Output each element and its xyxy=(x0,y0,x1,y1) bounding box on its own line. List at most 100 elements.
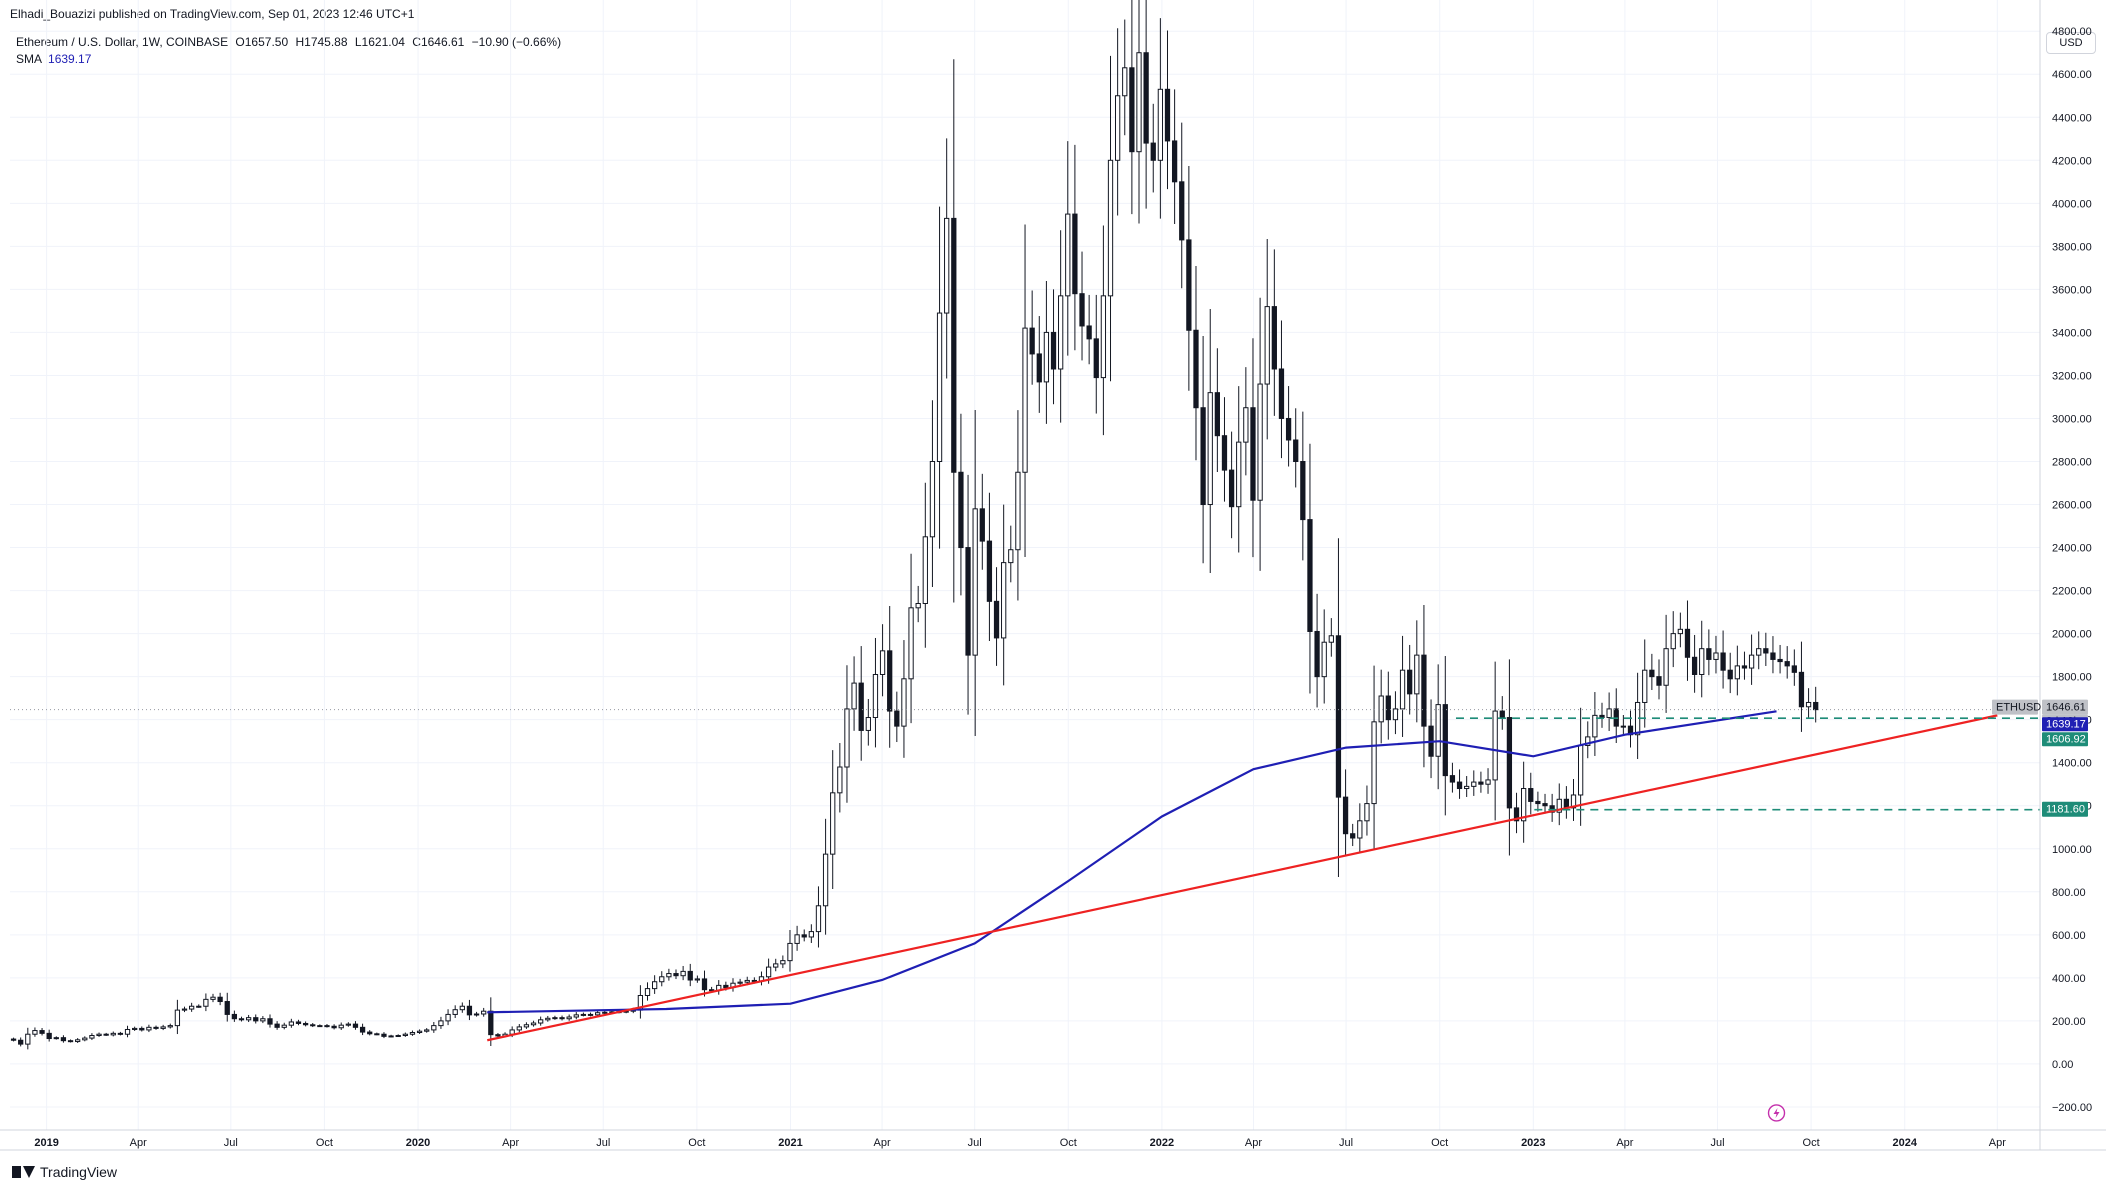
candle-body xyxy=(1186,239,1192,331)
candle-body xyxy=(751,979,757,982)
y-tick-label: 4400.00 xyxy=(2052,112,2092,124)
candle-body xyxy=(737,981,743,984)
candle-body xyxy=(217,996,223,1003)
symbol-description[interactable]: Ethereum / U.S. Dollar, 1W, COINBASE xyxy=(16,35,229,49)
candle-body xyxy=(167,1025,173,1028)
candle-body xyxy=(1691,656,1698,675)
candle-body xyxy=(1399,669,1406,710)
candle-body xyxy=(288,1021,294,1026)
candle-body xyxy=(374,1033,380,1036)
brand-label: TradingView xyxy=(40,1164,118,1180)
currency-button[interactable]: USD xyxy=(2046,32,2096,54)
candle-body xyxy=(587,1013,594,1016)
candle-body xyxy=(1620,725,1627,728)
candle-body xyxy=(1414,654,1420,695)
candle-body xyxy=(815,905,822,933)
sma-tag-bg xyxy=(2042,717,2088,732)
candle-body xyxy=(75,1039,81,1043)
candle-body xyxy=(224,1001,230,1015)
candle-body xyxy=(1136,52,1142,153)
candle-body xyxy=(1228,469,1235,508)
candle-body xyxy=(352,1023,359,1028)
candle-body xyxy=(1022,327,1028,473)
x-tick-label: Apr xyxy=(874,1137,891,1149)
candle-body xyxy=(1442,704,1448,777)
candle-body xyxy=(951,217,957,473)
candle-body xyxy=(1293,439,1299,463)
candle-body xyxy=(1008,549,1014,564)
x-tick-label: Apr xyxy=(1989,1137,2006,1149)
candle-body xyxy=(908,607,914,680)
candle-body xyxy=(18,1039,24,1045)
candle-body xyxy=(1421,654,1427,727)
candle-body xyxy=(1271,306,1277,370)
candle-body xyxy=(694,978,701,981)
candle-body xyxy=(260,1018,266,1022)
ethusd-symbol-tag-bg xyxy=(1992,699,2038,715)
candle-body xyxy=(32,1030,38,1035)
candle-body xyxy=(1521,788,1527,822)
candle-body xyxy=(67,1040,74,1043)
x-tick-label: 2024 xyxy=(1892,1137,1917,1149)
candle-body xyxy=(936,312,943,463)
candle-body xyxy=(1200,407,1206,506)
candle-body xyxy=(295,1021,302,1024)
level-upper-tag-bg xyxy=(2042,732,2088,747)
candle-body xyxy=(1734,665,1740,680)
candle-body xyxy=(1570,794,1577,809)
y-tick-label: 2200.00 xyxy=(2052,586,2092,598)
candle-body xyxy=(1763,648,1769,654)
x-tick-label: Jul xyxy=(1339,1137,1353,1149)
chart-axes: 4800.00 4600.00 4400.00 4200.00 4000.00 3800.… xyxy=(0,0,2106,1151)
candle-body xyxy=(1250,407,1256,501)
candle-body xyxy=(431,1025,437,1031)
candle-body xyxy=(1713,652,1719,660)
candle-body xyxy=(922,536,928,604)
candle-body xyxy=(680,970,686,977)
y-tick-label: 4000.00 xyxy=(2052,198,2092,210)
candle-body xyxy=(452,1009,458,1015)
sma-legend[interactable]: SMA 1639.17 xyxy=(16,52,91,66)
candle-body xyxy=(1720,652,1726,671)
candle-body xyxy=(1592,714,1598,738)
y-tick-label: 4200.00 xyxy=(2052,155,2092,167)
candle-body xyxy=(210,996,216,1000)
candle-body xyxy=(1100,295,1107,379)
candle-body xyxy=(367,1031,373,1035)
candle-body xyxy=(573,1014,579,1018)
candle-body xyxy=(1770,652,1776,660)
y-tick-label: 2600.00 xyxy=(2052,500,2092,512)
candle-body xyxy=(972,508,978,656)
candle-body xyxy=(887,650,893,712)
symbol-legend[interactable]: Ethereum / U.S. Dollar, 1W, COINBASE O16… xyxy=(16,35,565,49)
candle-body xyxy=(1221,435,1228,471)
tradingview-brand[interactable]: TradingView xyxy=(12,1164,117,1180)
candle-body xyxy=(1563,798,1570,809)
candle-body xyxy=(495,1034,501,1037)
candle-body xyxy=(302,1022,309,1026)
ohlc-change: −10.90 (−0.66%) xyxy=(471,35,562,49)
candle-body xyxy=(181,1008,188,1011)
candle-body xyxy=(132,1027,138,1030)
candle-body xyxy=(1171,140,1178,183)
candle-body xyxy=(481,1010,487,1015)
x-tick-label: Jul xyxy=(596,1137,610,1149)
candle-body xyxy=(395,1035,401,1038)
candle-body xyxy=(844,708,850,768)
publisher-line: Elhadi_Bouazizi published on TradingView… xyxy=(10,7,415,21)
candle-body xyxy=(1585,736,1591,746)
candle-body xyxy=(1392,708,1399,721)
candle-body xyxy=(317,1025,323,1028)
candle-body xyxy=(765,966,772,978)
y-tick-label: 3400.00 xyxy=(2052,327,2092,339)
candle-body xyxy=(1029,327,1035,355)
candle-body xyxy=(545,1017,551,1021)
candle-body xyxy=(117,1032,124,1035)
candle-body xyxy=(644,988,651,996)
y-tick-label: 3200.00 xyxy=(2052,370,2092,382)
candle-body xyxy=(238,1018,245,1021)
sma-label[interactable]: SMA xyxy=(16,52,43,66)
candle-body xyxy=(53,1037,59,1040)
price-chart[interactable]: 4800.00 4600.00 4400.00 4200.00 4000.00 3800.… xyxy=(0,0,2106,1160)
candle-body xyxy=(1456,781,1463,790)
